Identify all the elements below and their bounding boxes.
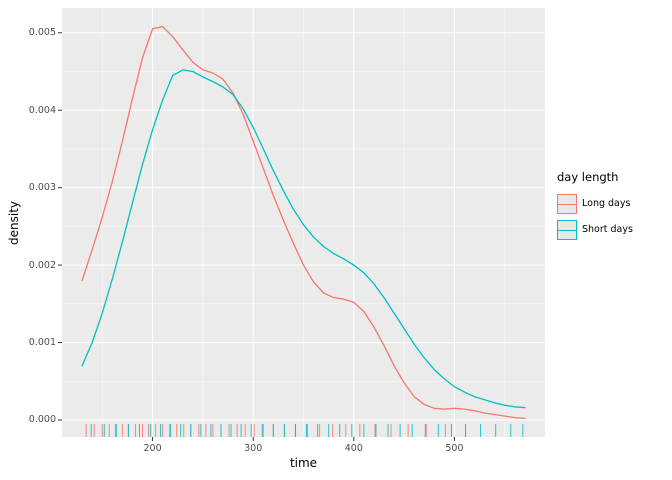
legend-label-short-days: Short days (582, 224, 633, 235)
density-curve (81, 69, 526, 409)
legend: day length Long days Short days (557, 170, 669, 244)
y-tick-label: 0.000 (28, 414, 56, 426)
legend-key-short-days (557, 219, 577, 240)
density-curve (81, 25, 526, 420)
legend-title: day length (557, 170, 619, 184)
x-tick-label: 300 (244, 443, 263, 454)
y-tick-label: 0.001 (28, 337, 56, 349)
x-tick-label: 500 (445, 443, 464, 454)
x-tick-label: 200 (143, 443, 162, 454)
legend-item-long-days: Long days (557, 192, 669, 215)
legend-item-short-days: Short days (557, 218, 669, 241)
y-tick-label: 0.003 (28, 182, 56, 194)
y-axis-title: density (7, 201, 21, 245)
y-tick-label: 0.002 (28, 259, 56, 271)
x-tick-label: 400 (344, 443, 363, 454)
y-tick-label: 0.004 (28, 104, 56, 116)
legend-key-long-days (557, 193, 577, 214)
x-axis-title: time (289, 456, 318, 470)
y-tick-label: 0.005 (28, 27, 56, 39)
legend-label-long-days: Long days (582, 198, 631, 209)
